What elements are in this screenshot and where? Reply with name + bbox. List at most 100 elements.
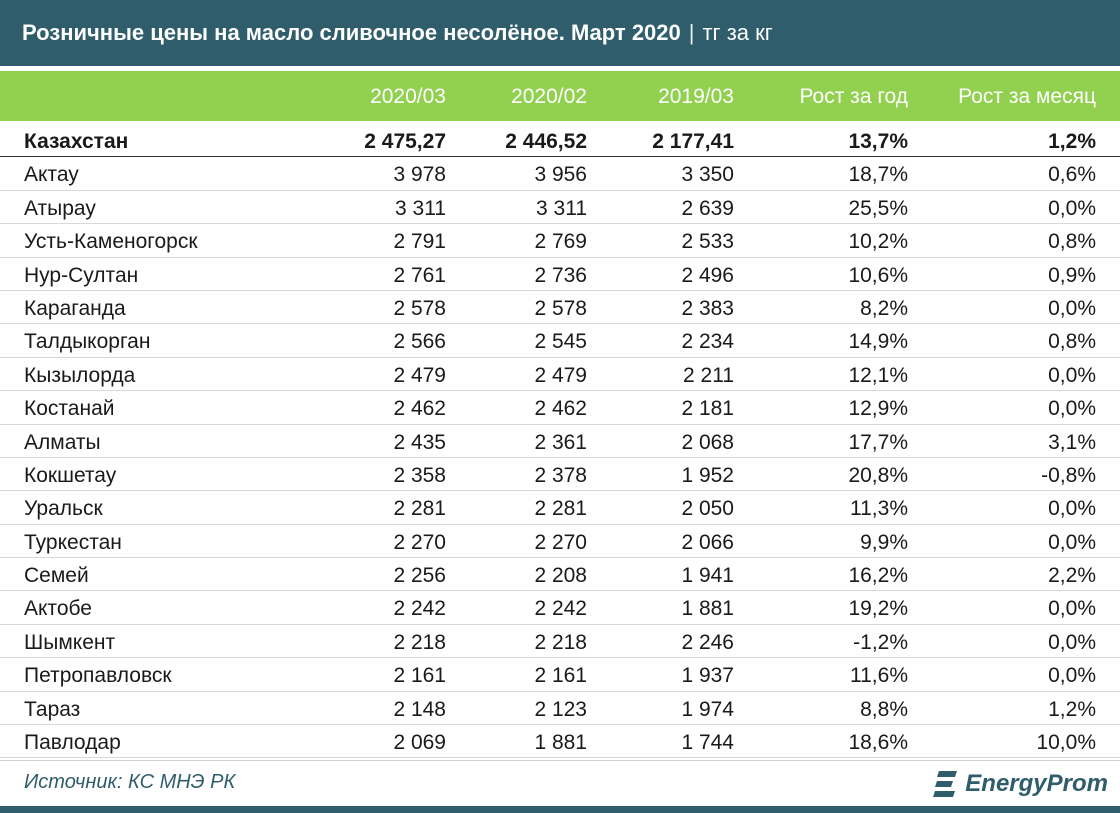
cell-region: Шымкент: [24, 630, 116, 654]
cell-2020-03: 2 791: [393, 230, 446, 254]
cell-2019-03: 1 937: [681, 664, 734, 688]
cell-yoy: 18,7%: [848, 163, 908, 187]
cell-yoy: 18,6%: [848, 731, 908, 755]
cell-yoy: 14,9%: [848, 330, 908, 354]
cell-2020-03: 2 270: [393, 530, 446, 554]
cell-2020-03: 2 161: [393, 664, 446, 688]
bottom-bar: [0, 806, 1120, 813]
cell-2019-03: 2 177,41: [652, 130, 734, 153]
cell-2019-03: 1 881: [681, 597, 734, 621]
cell-2020-02: 2 270: [534, 530, 587, 554]
cell-2020-03: 2 218: [393, 630, 446, 654]
brand-logo: EnergyProm: [933, 769, 1108, 799]
cell-region: Актау: [24, 163, 79, 187]
cell-yoy: 13,7%: [848, 130, 908, 153]
logo-text: EnergyProm: [965, 770, 1108, 797]
cell-yoy: 16,2%: [848, 564, 908, 588]
cell-mom: 1,2%: [1048, 130, 1096, 153]
cell-region: Казахстан: [24, 130, 129, 153]
cell-2019-03: 2 050: [681, 497, 734, 521]
cell-2019-03: 2 211: [683, 363, 734, 387]
cell-mom: 0,0%: [1048, 630, 1096, 654]
cell-2020-02: 2 446,52: [505, 130, 587, 153]
cell-mom: 0,6%: [1048, 163, 1096, 187]
cell-2019-03: 2 533: [681, 230, 734, 254]
table-row: Тараз 2 148 2 123 1 974 8,8% 1,2%: [0, 692, 1120, 726]
cell-2020-02: 2 578: [534, 296, 587, 320]
cell-2020-02: 2 736: [534, 263, 587, 287]
cell-2020-03: 2 462: [393, 397, 446, 421]
cell-region: Талдыкорган: [24, 330, 151, 354]
cell-2020-02: 2 462: [534, 397, 587, 421]
cell-region: Кокшетау: [24, 463, 117, 487]
cell-2019-03: 2 068: [681, 430, 734, 454]
cell-2020-03: 2 566: [393, 330, 446, 354]
cell-yoy: 19,2%: [848, 597, 908, 621]
cell-2020-03: 2 761: [393, 263, 446, 287]
cell-region: Актобе: [24, 597, 92, 621]
cell-yoy: 20,8%: [848, 463, 908, 487]
cell-mom: 0,0%: [1048, 530, 1096, 554]
cell-2020-03: 2 475,27: [364, 130, 446, 153]
table-body: Казахстан 2 475,27 2 446,52 2 177,41 13,7% 1,…: [0, 124, 1120, 759]
table-row: Туркестан 2 270 2 270 2 066 9,9% 0,0%: [0, 525, 1120, 559]
cell-2020-02: 2 208: [534, 564, 587, 588]
cell-region: Уральск: [24, 497, 103, 521]
cell-yoy: 12,9%: [848, 397, 908, 421]
cell-2020-03: 2 358: [393, 463, 446, 487]
table-row: Шымкент 2 218 2 218 2 246 -1,2% 0,0%: [0, 625, 1120, 659]
table-row: Алматы 2 435 2 361 2 068 17,7% 3,1%: [0, 425, 1120, 458]
column-header-mom: Рост за месяц: [958, 85, 1096, 108]
cell-yoy: 10,2%: [848, 230, 908, 254]
cell-2020-02: 2 361: [534, 430, 587, 454]
cell-2019-03: 2 066: [681, 530, 734, 554]
cell-2020-02: 2 769: [534, 230, 587, 254]
cell-mom: 3,1%: [1048, 430, 1096, 454]
cell-region: Кызылорда: [24, 363, 136, 387]
table-row: Караганда 2 578 2 578 2 383 8,2% 0,0%: [0, 291, 1120, 325]
cell-2020-02: 2 123: [534, 697, 587, 721]
cell-mom: 0,0%: [1048, 296, 1096, 320]
cell-yoy: -1,2%: [853, 630, 908, 654]
source-note: Источник: КС МНЭ РК: [24, 771, 236, 793]
table-row: Костанай 2 462 2 462 2 181 12,9% 0,0%: [0, 391, 1120, 425]
title-bar: Розничные цены на масло сливочное несолё…: [0, 0, 1120, 66]
cell-region: Тараз: [24, 697, 81, 721]
cell-2019-03: 2 246: [681, 630, 734, 654]
unit-label: тг за кг: [702, 20, 773, 45]
cell-2020-03: 2 256: [393, 564, 446, 588]
table-row: Павлодар 2 069 1 881 1 744 18,6% 10,0%: [0, 725, 1120, 759]
cell-2020-02: 2 378: [534, 463, 587, 487]
cell-mom: 2,2%: [1048, 564, 1096, 588]
cell-yoy: 8,2%: [860, 296, 908, 320]
title-separator: |: [688, 20, 695, 45]
column-header-2019-03: 2019/03: [658, 85, 734, 108]
cell-2020-03: 2 069: [393, 731, 446, 755]
table-row: Атырау 3 311 3 311 2 639 25,5% 0,0%: [0, 191, 1120, 225]
cell-2019-03: 1 974: [681, 697, 734, 721]
cell-mom: 0,0%: [1048, 497, 1096, 521]
table-row: Кызылорда 2 479 2 479 2 211 12,1% 0,0%: [0, 358, 1120, 392]
cell-region: Петропавловск: [24, 664, 172, 688]
cell-2020-02: 3 956: [534, 163, 587, 187]
table-row: Усть-Каменогорск 2 791 2 769 2 533 10,2% 0,8%: [0, 224, 1120, 258]
cell-region: Туркестан: [24, 530, 122, 554]
cell-mom: 10,0%: [1036, 731, 1096, 755]
cell-2020-02: 2 479: [534, 363, 587, 387]
footer: Источник: КС МНЭ РК EnergyProm: [0, 760, 1120, 805]
cell-2020-03: 2 435: [393, 430, 446, 454]
cell-2020-03: 2 281: [393, 497, 446, 521]
column-header-2020-02: 2020/02: [511, 85, 587, 108]
cell-2020-02: 3 311: [536, 196, 587, 220]
cell-mom: 0,0%: [1048, 664, 1096, 688]
cell-mom: 0,0%: [1048, 363, 1096, 387]
cell-region: Усть-Каменогорск: [24, 230, 198, 254]
cell-mom: -0,8%: [1041, 463, 1096, 487]
cell-mom: 1,2%: [1048, 697, 1096, 721]
cell-yoy: 25,5%: [848, 196, 908, 220]
cell-2020-02: 2 242: [534, 597, 587, 621]
cell-2020-02: 2 545: [534, 330, 587, 354]
cell-2020-02: 2 281: [534, 497, 587, 521]
column-header-yoy: Рост за год: [799, 85, 908, 108]
cell-region: Павлодар: [24, 731, 121, 755]
